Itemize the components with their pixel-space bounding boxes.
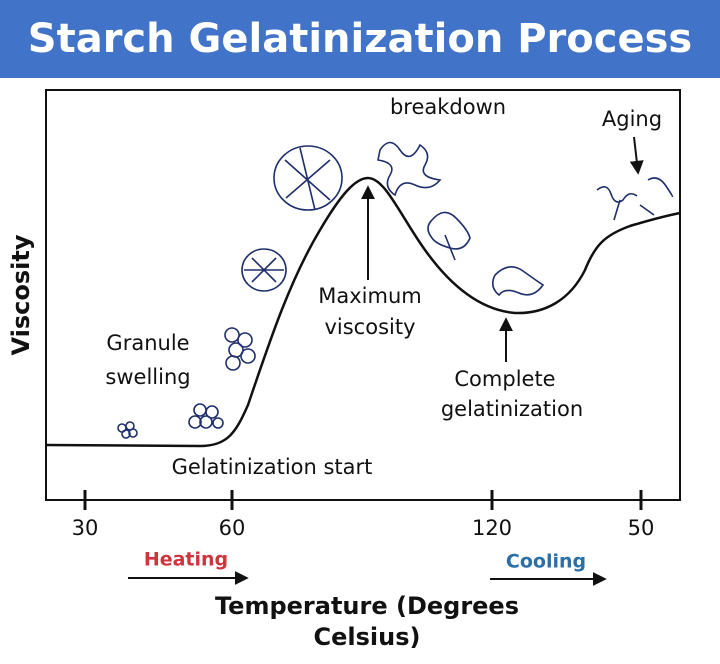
- x-tick-label: 50: [628, 516, 655, 540]
- cooling-label: Cooling: [506, 551, 586, 573]
- annotation: Aging: [602, 107, 662, 131]
- title-bar: [0, 0, 720, 78]
- aging-arrow: [629, 136, 644, 175]
- viscosity-curve: [45, 176, 681, 448]
- y-axis-label: Viscosity: [7, 234, 35, 355]
- annotation: gelatinization: [441, 397, 583, 421]
- heating-label: Heating: [144, 549, 228, 571]
- annotation: Maximum: [318, 284, 421, 308]
- plot-frame: [45, 89, 681, 501]
- title: Starch Gelatinization Process: [28, 16, 692, 62]
- x-tick-label: 30: [72, 516, 99, 540]
- x-axis-label: Temperature (Degrees: [215, 592, 519, 620]
- annotation: swelling: [105, 365, 190, 389]
- annotation: Complete: [454, 367, 555, 391]
- annotation: viscosity: [324, 315, 415, 339]
- annotation: Gelatinization start: [172, 455, 373, 479]
- x-axis-label: Celsius): [314, 623, 421, 651]
- x-tick-label: 60: [219, 516, 246, 540]
- annotation: Granule: [106, 331, 189, 355]
- x-ticks: [83, 490, 643, 510]
- annotation: breakdown: [390, 95, 506, 119]
- granule-icons: [117, 141, 674, 439]
- x-tick-label: 120: [472, 516, 512, 540]
